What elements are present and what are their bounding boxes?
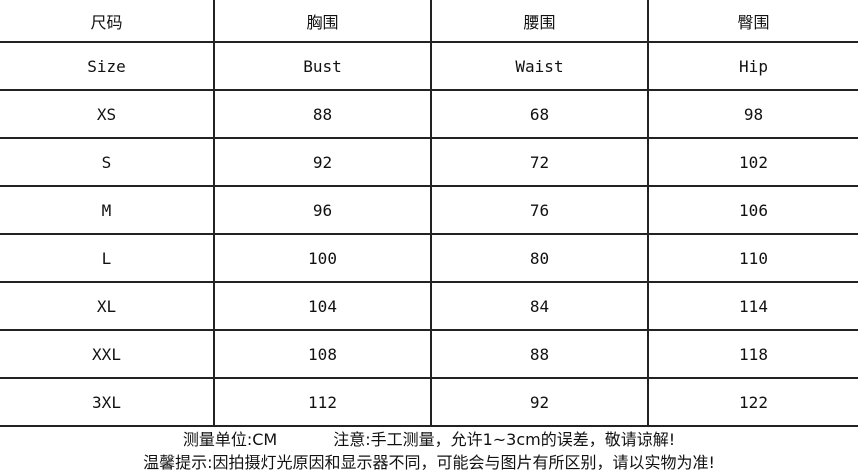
header-bust-en: Bust [213, 41, 432, 91]
header-bust-cn: 胸围 [213, 0, 432, 43]
bust-cell: 88 [213, 89, 432, 139]
waist-cell: 84 [430, 281, 649, 331]
hip-cell: 114 [647, 281, 858, 331]
hip-cell: 122 [647, 377, 858, 427]
waist-cell: 88 [430, 329, 649, 379]
size-cell: 3XL [0, 377, 215, 427]
hip-cell: 102 [647, 137, 858, 187]
waist-cell: 80 [430, 233, 649, 283]
bust-cell: 92 [213, 137, 432, 187]
hip-cell: 98 [647, 89, 858, 139]
table-row: S 92 72 102 [0, 137, 858, 187]
table-row: XXL 108 88 118 [0, 329, 858, 379]
waist-cell: 68 [430, 89, 649, 139]
tolerance-note: 注意:手工测量，允许1~3cm的误差，敬请谅解! [333, 430, 676, 449]
table-row: 3XL 112 92 122 [0, 377, 858, 427]
header-size-cn: 尺码 [0, 0, 215, 43]
hip-cell: 118 [647, 329, 858, 379]
notes-line-1: 测量单位:CM 注意:手工测量，允许1~3cm的误差，敬请谅解! [0, 428, 858, 451]
header-hip-cn: 臀围 [647, 0, 858, 43]
table-row: XL 104 84 114 [0, 281, 858, 331]
size-cell: XS [0, 89, 215, 139]
bust-cell: 104 [213, 281, 432, 331]
hip-cell: 106 [647, 185, 858, 235]
unit-note: 测量单位:CM [182, 430, 278, 449]
reminder-note: 温馨提示:因拍摄灯光原因和显示器不同，可能会与图片有所区别，请以实物为准! [143, 453, 715, 472]
bust-cell: 96 [213, 185, 432, 235]
size-cell: L [0, 233, 215, 283]
size-chart-table: 尺码 胸围 腰围 臀围 Size Bust Waist Hip XS 88 68 98… [0, 0, 858, 427]
bust-cell: 108 [213, 329, 432, 379]
header-size-en: Size [0, 41, 215, 91]
table-row: L 100 80 110 [0, 233, 858, 283]
waist-cell: 92 [430, 377, 649, 427]
notes: 测量单位:CM 注意:手工测量，允许1~3cm的误差，敬请谅解! 温馨提示:因拍摄… [0, 428, 858, 474]
waist-cell: 72 [430, 137, 649, 187]
bust-cell: 112 [213, 377, 432, 427]
header-waist-cn: 腰围 [430, 0, 649, 43]
header-row-cn: 尺码 胸围 腰围 臀围 [0, 0, 858, 43]
hip-cell: 110 [647, 233, 858, 283]
size-cell: M [0, 185, 215, 235]
table-row: XS 88 68 98 [0, 89, 858, 139]
header-hip-en: Hip [647, 41, 858, 91]
size-cell: S [0, 137, 215, 187]
size-cell: XXL [0, 329, 215, 379]
size-cell: XL [0, 281, 215, 331]
header-waist-en: Waist [430, 41, 649, 91]
table-row: M 96 76 106 [0, 185, 858, 235]
waist-cell: 76 [430, 185, 649, 235]
bust-cell: 100 [213, 233, 432, 283]
header-row-en: Size Bust Waist Hip [0, 41, 858, 91]
